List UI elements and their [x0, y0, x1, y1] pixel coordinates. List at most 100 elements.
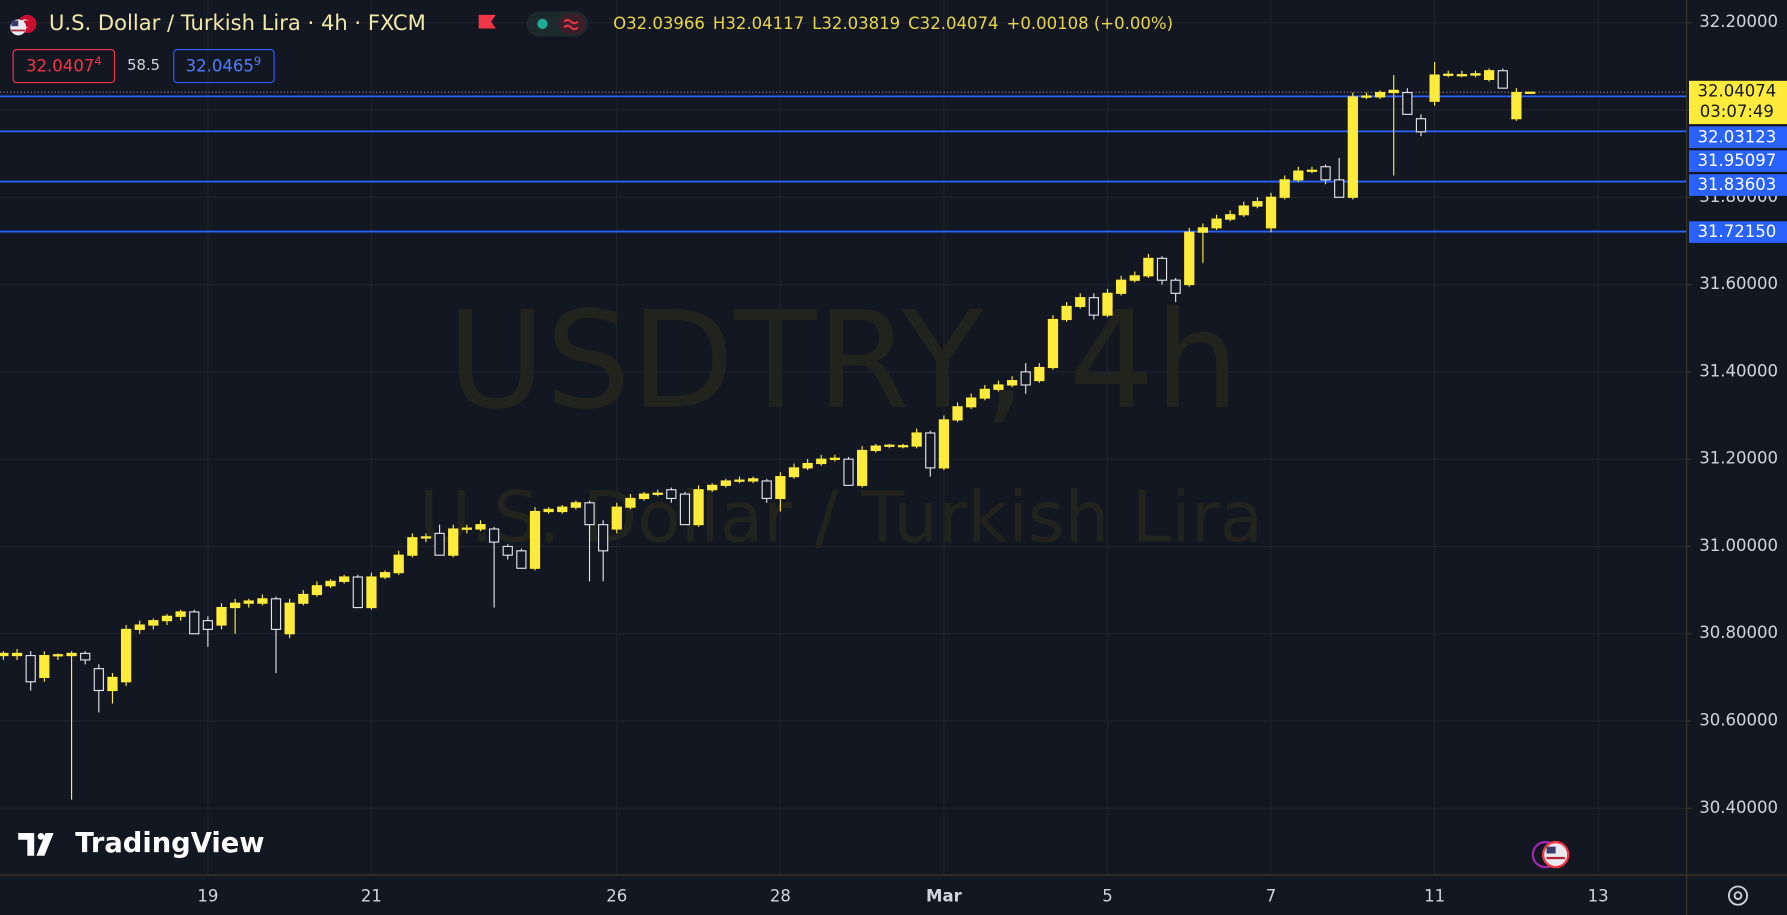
tradingview-logo-mark — [18, 832, 54, 856]
candle-body — [1443, 73, 1454, 76]
candle-body — [652, 492, 663, 495]
ohlc-item: +0.00108 (+0.00%) — [1006, 13, 1173, 32]
y-tick-label: 32.20000 — [1699, 12, 1778, 31]
candle-body — [1429, 74, 1440, 102]
sell-price[interactable]: 32.04074 — [26, 53, 102, 75]
symbol-title[interactable]: U.S. Dollar / Turkish Lira · 4h · FXCM — [49, 10, 426, 35]
candle-body — [502, 545, 513, 556]
candle-body — [1265, 196, 1277, 229]
candle-body — [570, 502, 582, 508]
candle-body — [1456, 74, 1468, 77]
x-tick-label: 7 — [1266, 886, 1277, 905]
x-tick-label: 5 — [1102, 886, 1113, 905]
candle-body — [584, 502, 595, 526]
level-price-label: 32.03123 — [1697, 127, 1776, 146]
candle-body — [1484, 70, 1495, 81]
plot — [0, 61, 1687, 800]
spread: 58.5 — [127, 57, 160, 74]
candle-body — [1088, 297, 1099, 316]
candle-body — [339, 576, 350, 582]
candle-body — [775, 476, 786, 500]
x-tick-label: 26 — [606, 886, 627, 905]
ohlc-item: H32.04117 — [713, 13, 804, 32]
candle-body — [1020, 371, 1031, 386]
wave-icon — [563, 19, 579, 30]
level-price-box — [1688, 126, 1787, 149]
x-tick-label: 13 — [1588, 886, 1609, 905]
last-price-label: 32.04074 — [1697, 82, 1776, 101]
settings-icon[interactable] — [1727, 885, 1749, 906]
candle-body — [543, 508, 554, 513]
candle-body — [598, 524, 609, 552]
y-tick-label: 30.60000 — [1699, 711, 1778, 730]
sell-button[interactable] — [12, 48, 116, 84]
candle-body — [557, 506, 568, 513]
candle-body — [747, 478, 759, 482]
sell-price-main: 32.0407 — [26, 56, 94, 75]
candle-body — [1252, 201, 1263, 207]
candle-body — [284, 602, 295, 635]
candle-body — [393, 554, 404, 574]
candle-body — [1320, 166, 1331, 181]
candle-body — [311, 585, 323, 596]
y-tick-label: 31.00000 — [1699, 536, 1778, 555]
buy-button[interactable] — [173, 48, 275, 84]
indicator-toggle[interactable] — [558, 13, 586, 35]
buy-price[interactable]: 32.04659 — [186, 53, 262, 75]
candle-body — [938, 419, 950, 469]
candle-body — [1293, 170, 1304, 181]
candle-body — [1361, 95, 1372, 98]
candle-body — [434, 532, 445, 556]
candle-body — [161, 615, 173, 622]
candle-body — [1334, 179, 1345, 198]
x-tick-label: 19 — [197, 886, 218, 905]
candle-body — [202, 620, 214, 630]
candle-body — [952, 406, 963, 421]
candle-body — [993, 384, 1004, 390]
buy-price-pip: 9 — [254, 53, 261, 67]
candle-body — [1238, 205, 1249, 216]
y-tick-label: 30.80000 — [1699, 623, 1778, 642]
candle-body — [11, 652, 23, 657]
candle-body — [66, 652, 77, 657]
events-flags[interactable] — [1531, 840, 1570, 869]
candle-body — [1306, 169, 1318, 172]
x-tick-label: 28 — [770, 886, 791, 905]
grid — [0, 0, 1687, 876]
candle-body — [679, 493, 691, 526]
ohlc-values: O32.03966 H32.04117 L32.03819 C32.04074 +0.0… — [613, 13, 1173, 32]
candle-body — [189, 611, 200, 635]
candle-body — [1402, 91, 1413, 115]
candle-body — [857, 449, 868, 486]
flag-icon[interactable] — [478, 14, 496, 29]
candle-body — [257, 598, 268, 604]
level-price-label: 31.72150 — [1697, 222, 1776, 241]
candle-body — [897, 445, 909, 448]
level-price-box — [1688, 221, 1787, 243]
y-tick-label: 30.40000 — [1699, 798, 1778, 817]
candle-body — [516, 550, 527, 569]
candle-body — [720, 480, 731, 486]
candle-body — [243, 600, 254, 604]
candle-body — [407, 537, 418, 556]
candle-body — [1388, 89, 1399, 94]
candle-body — [816, 458, 827, 465]
candle-body — [216, 606, 227, 626]
candle-body — [25, 655, 36, 683]
candle-body — [1075, 297, 1086, 307]
candle-body — [1006, 380, 1018, 386]
candle-body — [829, 457, 841, 461]
candle-body — [1102, 292, 1113, 316]
candle-body — [1497, 70, 1508, 89]
candle-body — [1211, 218, 1222, 229]
candle-body — [230, 602, 241, 609]
candle-body — [1129, 275, 1140, 281]
symbol-flag — [10, 14, 37, 36]
y-tick-label: 31.40000 — [1699, 361, 1778, 380]
candle-body — [1347, 96, 1358, 198]
candle-body — [366, 576, 377, 609]
candle-body — [1225, 214, 1236, 220]
candle-body — [870, 445, 881, 452]
tradingview-logo[interactable]: TradingView — [75, 828, 264, 859]
